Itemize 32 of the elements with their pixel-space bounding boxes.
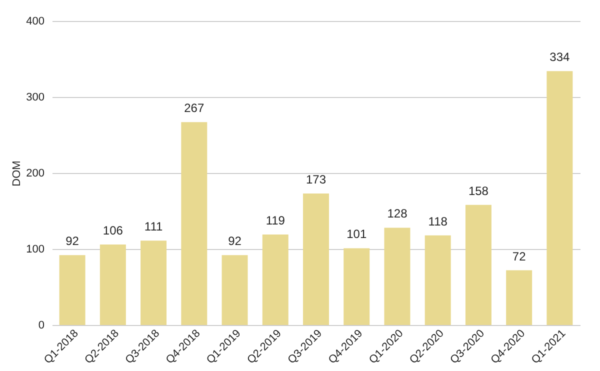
bar [140, 240, 167, 325]
data-label: 92 [66, 234, 80, 248]
bar [344, 248, 370, 325]
y-tick-label: 300 [26, 92, 44, 104]
y-axis-title: DOM [11, 160, 24, 186]
bar [222, 255, 248, 325]
data-label: 158 [468, 184, 489, 198]
data-label: 111 [144, 220, 163, 234]
bar [465, 204, 492, 325]
y-tick-label: 200 [26, 168, 44, 180]
y-tick-label: 0 [38, 320, 44, 332]
bar [59, 255, 86, 325]
y-tick-label: 100 [26, 244, 44, 256]
bar [303, 194, 329, 325]
data-label: 173 [306, 172, 326, 187]
data-label: 92 [228, 234, 242, 248]
y-tick-label: 400 [26, 16, 44, 28]
data-label: 72 [512, 249, 526, 264]
bar [262, 234, 288, 325]
bar [424, 235, 451, 325]
data-label: 118 [428, 214, 448, 228]
bar [384, 228, 410, 325]
data-label: 119 [266, 214, 286, 228]
data-label: 267 [184, 101, 204, 116]
data-label: 106 [102, 223, 124, 238]
bar [546, 71, 573, 325]
data-label: 101 [346, 227, 367, 242]
data-label: 334 [550, 50, 570, 64]
data-label: 128 [387, 206, 408, 221]
bar [506, 270, 532, 325]
bar [181, 122, 208, 325]
bar [100, 244, 126, 325]
